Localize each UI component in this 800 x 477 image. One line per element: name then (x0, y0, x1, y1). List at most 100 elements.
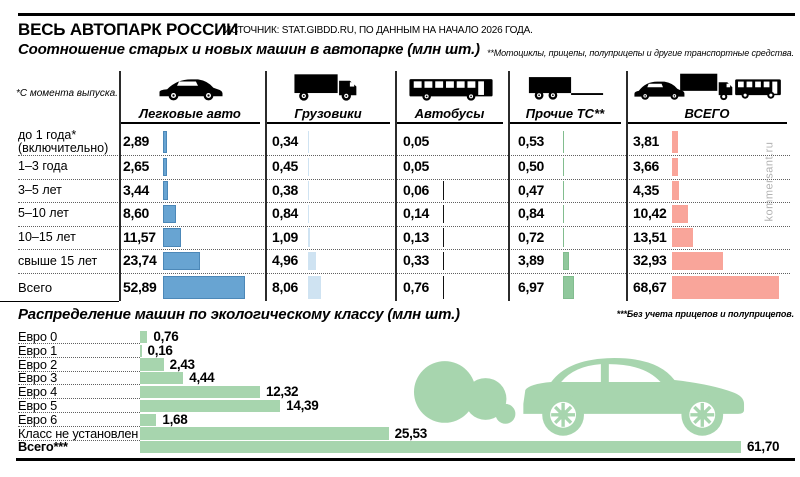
fleet-bar (563, 130, 564, 153)
fleet-bar (672, 157, 678, 177)
cell-value: 11,57 (123, 228, 156, 245)
cell-value: 3,89 (518, 252, 545, 269)
cell-value: 0,76 (403, 279, 430, 295)
fleet-bar (308, 204, 310, 224)
eco-bar (140, 344, 142, 357)
row-separator (18, 202, 790, 204)
eco-bar-value: 61,70 (746, 439, 780, 455)
fleet-bar (308, 275, 321, 299)
eco-row-label-9: Всего*** (18, 439, 68, 455)
eco-bar-value: 0,16 (147, 342, 173, 358)
column-header-2: Грузовики (294, 106, 362, 121)
eco-bar-value: 12,32 (265, 384, 299, 400)
cell-value: 3,81 (633, 133, 660, 149)
row-label-4: 5–10 лет (18, 206, 69, 221)
eco-row-leader (18, 412, 140, 413)
footnote-other-vehicles: **Мотоциклы, прицепы, полуприцепы и друг… (486, 48, 794, 58)
cell-value: 52,89 (123, 279, 157, 295)
eco-row-label-3: Евро 2 (18, 356, 58, 372)
row-label-3: 3–5 лет (18, 182, 62, 197)
row-label-1: до 1 года* (включительно) (18, 127, 109, 155)
cell-value: 32,93 (633, 252, 667, 269)
row-label-7: Всего (18, 279, 53, 295)
fleet-bar (563, 228, 565, 247)
column-header-5: ВСЕГО (684, 106, 730, 121)
source-note: ИСТОЧНИК: STAT.GIBDD.RU, ПО ДАННЫМ НА НА… (224, 25, 533, 36)
section1-title: Соотношение старых и новых машин в автоп… (18, 41, 480, 58)
age-note: *С момента выпуска. (16, 88, 118, 99)
top-rule (18, 13, 795, 16)
fleet-bar (672, 228, 693, 247)
fleet-bar (672, 204, 689, 224)
cell-value: 0,05 (403, 133, 430, 149)
bus-icon (397, 70, 504, 106)
cell-value: 0,14 (403, 205, 430, 222)
watermark: kommersant.ru (763, 141, 776, 222)
eco-bar-value: 25,53 (394, 425, 428, 441)
cell-value: 0,72 (518, 228, 545, 245)
row-separator (18, 225, 790, 227)
cell-value: 0,34 (272, 133, 299, 149)
fleet-bar (308, 228, 310, 247)
cell-value: 4,35 (633, 181, 660, 198)
eco-row-leader (18, 370, 140, 372)
car-truck-bus-icon (628, 70, 788, 106)
cell-value: 0,06 (403, 181, 430, 198)
column-header-underline (396, 121, 503, 124)
page-title: ВЕСЬ АВТОПАРК РОССИИ (18, 20, 239, 39)
cell-value: 0,53 (518, 133, 545, 149)
eco-bar-value: 14,39 (286, 398, 319, 413)
cell-value: 68,67 (633, 279, 667, 295)
eco-row-leader (18, 356, 140, 358)
cell-value: 2,89 (123, 133, 150, 149)
eco-row-label-7: Евро 6 (18, 411, 58, 427)
cell-value: 0,47 (518, 181, 545, 198)
cell-value: 0,50 (518, 158, 545, 174)
eco-bar (140, 330, 148, 344)
bottom-rule (16, 458, 795, 461)
eco-bar-value: 1,68 (162, 411, 188, 427)
eco-row-leader (18, 384, 140, 386)
cell-value: 0,33 (403, 252, 430, 269)
footnote-no-trailers: ***Без учета прицепов и полуприцепов. (616, 309, 794, 319)
eco-row-leader (18, 398, 140, 400)
column-divider (395, 71, 397, 301)
cell-value: 10,42 (633, 205, 667, 222)
row-separator (18, 249, 790, 251)
eco-bar (140, 413, 157, 426)
fleet-bar (563, 204, 565, 224)
cell-value: 8,60 (123, 205, 150, 222)
eco-row-leader (18, 343, 140, 344)
fleet-bar (308, 157, 309, 177)
cell-value: 3,44 (123, 181, 150, 198)
fleet-bar (672, 251, 724, 271)
eco-row-leader (18, 439, 140, 441)
cell-value: 0,45 (272, 158, 299, 174)
eco-bar-value: 2,43 (169, 356, 195, 372)
column-divider (265, 71, 267, 301)
column-header-4: Прочие ТС** (525, 106, 605, 121)
column-header-underline (509, 121, 621, 124)
fleet-bar (563, 251, 570, 271)
cell-value: 0,84 (518, 205, 545, 222)
column-header-3: Автобусы (414, 106, 485, 121)
cell-value: 0,05 (403, 158, 430, 174)
cell-value: 8,06 (272, 279, 299, 295)
table-bottom-border (0, 300, 119, 302)
fleet-bar (443, 275, 445, 299)
column-divider (626, 71, 628, 301)
cell-value: 23,74 (123, 252, 157, 269)
fleet-bar (308, 130, 309, 153)
column-header-underline (627, 121, 787, 124)
eco-row-label-5: Евро 4 (18, 384, 58, 400)
eco-row-label-6: Евро 5 (18, 398, 58, 413)
section2-title: Распределение машин по экологическому кл… (18, 306, 460, 323)
fleet-bar (563, 181, 564, 200)
fleet-bar (672, 275, 779, 299)
eco-bar (140, 385, 260, 399)
fleet-bar (163, 275, 246, 299)
eco-row-label-2: Евро 1 (18, 342, 58, 358)
eco-row-label-8: Класс не установлен (18, 425, 139, 441)
